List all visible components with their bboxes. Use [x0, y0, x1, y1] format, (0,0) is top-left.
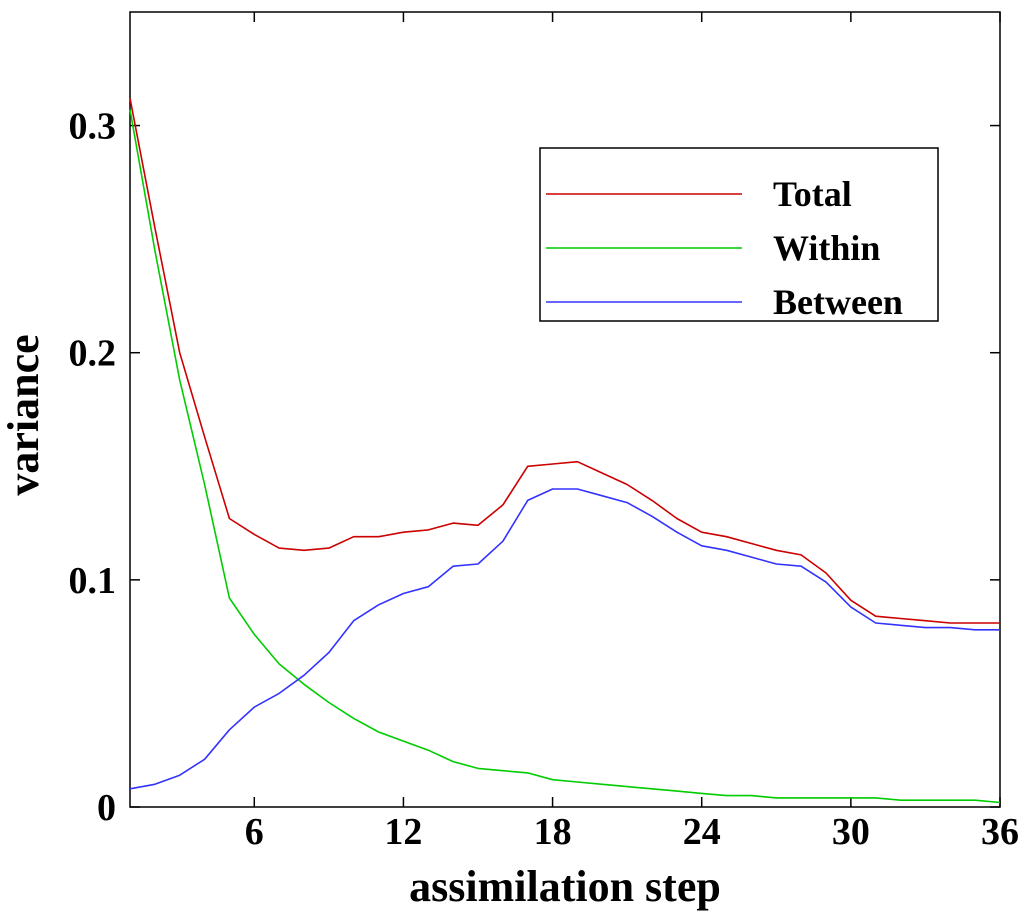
- x-tick-label: 12: [384, 811, 422, 853]
- y-axis: 0 0.1 0.2 0.3: [69, 106, 1000, 829]
- series-line-total: [129, 98, 1000, 624]
- legend-label-total: Total: [773, 174, 852, 214]
- legend-label-between: Between: [773, 282, 903, 322]
- series-layer: [129, 98, 1001, 804]
- x-tick-label: 24: [683, 811, 721, 853]
- legend-label-within: Within: [773, 228, 880, 268]
- y-axis-title: variance: [0, 334, 48, 495]
- plot-area: [129, 11, 1001, 808]
- x-axis: 6 12 18 24 30 36: [245, 12, 1019, 853]
- y-tick-label: 0: [97, 787, 116, 829]
- series-line-within: [129, 109, 1001, 804]
- legend: Total Within Between: [539, 147, 939, 322]
- y-tick-label: 0.1: [69, 560, 117, 602]
- x-axis-title: assimilation step: [409, 862, 721, 911]
- y-tick-label: 0.2: [69, 333, 117, 375]
- x-tick-label: 36: [981, 811, 1019, 853]
- x-tick-label: 30: [832, 811, 870, 853]
- y-tick-label: 0.3: [69, 106, 117, 148]
- x-tick-label: 18: [534, 811, 572, 853]
- series-line-between: [129, 488, 1000, 790]
- x-tick-label: 6: [245, 811, 264, 853]
- legend-box: [539, 147, 939, 322]
